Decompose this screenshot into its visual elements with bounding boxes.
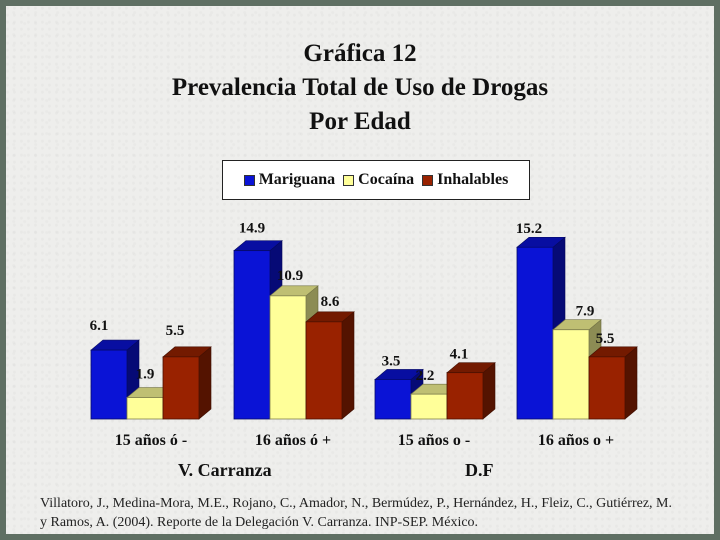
category-label-2: 15 años o - — [398, 432, 470, 449]
data-label-0-1: 14.9 — [239, 221, 265, 237]
bar-2-1 — [305, 321, 343, 420]
legend-label-cocaina: Cocaína — [358, 171, 415, 188]
data-label-0-2: 3.5 — [382, 353, 401, 369]
legend-swatch-cocaina — [343, 174, 355, 186]
bar-1-2 — [410, 393, 448, 420]
category-label-1: 16 años ó + — [255, 432, 331, 449]
group-label-v-carranza: V. Carranza — [178, 460, 272, 480]
bar-0-3 — [516, 246, 554, 420]
data-label-1-3: 7.9 — [576, 304, 595, 320]
legend-item-mariguana: Mariguana — [243, 171, 336, 189]
bar-side-2-3 — [624, 346, 638, 420]
bar-2-2 — [446, 372, 484, 420]
bar-side-2-0 — [198, 346, 212, 420]
bar-1-3 — [552, 329, 590, 420]
bar-0-1 — [233, 250, 271, 420]
legend-item-inhalables: Inhalables — [422, 171, 508, 189]
legend-label-mariguana: Mariguana — [258, 171, 336, 188]
bar-side-2-1 — [341, 311, 355, 420]
legend-swatch-inhalables — [422, 174, 434, 186]
data-label-1-0: 1.9 — [136, 367, 155, 383]
citation-text: Villatoro, J., Medina-Mora, M.E., Rojano… — [40, 496, 672, 530]
chart-title-line-2: Prevalencia Total de Uso de Drogas — [171, 74, 549, 101]
data-label-2-2: 4.1 — [450, 347, 469, 363]
category-label-3: 16 años o + — [538, 432, 614, 449]
bar-2-0 — [162, 356, 200, 420]
bar-1-1 — [269, 295, 307, 420]
category-label-0: 15 años ó - — [115, 432, 187, 449]
data-label-2-0: 5.5 — [166, 323, 185, 339]
bar-1-0 — [126, 397, 164, 420]
chart-title-line-1: Gráfica 12 — [303, 40, 417, 67]
legend-swatch-mariguana — [243, 174, 255, 186]
chart-title-line-3: Por Edad — [309, 108, 411, 135]
bar-0-0 — [90, 349, 128, 420]
legend-item-cocaina: Cocaína — [343, 171, 414, 189]
slide-background — [6, 6, 714, 534]
bar-0-2 — [374, 379, 412, 420]
data-label-2-3: 5.5 — [596, 331, 615, 347]
legend-label-inhalables: Inhalables — [437, 171, 509, 188]
data-label-2-1: 8.6 — [321, 294, 340, 310]
data-label-0-0: 6.1 — [90, 318, 109, 334]
data-label-1-2: 2.2 — [416, 368, 435, 384]
group-label-df: D.F — [465, 460, 494, 480]
bar-2-3 — [588, 356, 626, 420]
data-label-1-1: 10.9 — [277, 268, 303, 284]
chart-legend: Mariguana Cocaína Inhalables — [222, 160, 530, 200]
data-label-0-3: 15.2 — [516, 221, 542, 237]
